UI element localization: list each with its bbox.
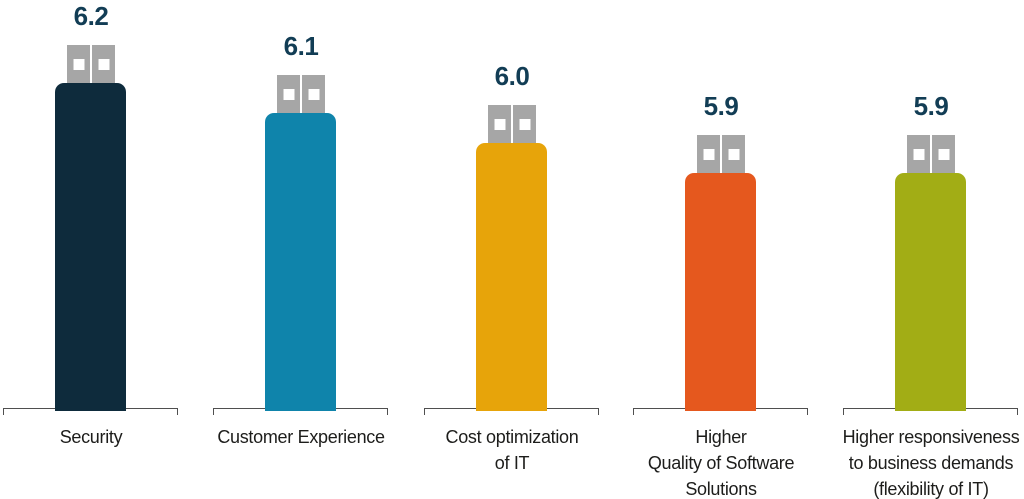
usb-connector-icon — [67, 45, 115, 83]
category-label-line: (flexibility of IT) — [873, 479, 989, 499]
category-label-line: Customer Experience — [217, 427, 385, 447]
category-label: Customer Experience — [198, 424, 404, 450]
category-label-line: Solutions — [685, 479, 757, 499]
usb-pin-icon — [98, 59, 109, 70]
usb-connector-half — [930, 135, 955, 173]
category-label-line: Security — [59, 427, 123, 447]
usb-pin-icon — [283, 89, 294, 100]
usb-pin-icon — [519, 119, 530, 130]
usb-connector-half — [488, 105, 511, 143]
usb-connector-half — [277, 75, 300, 113]
bar-value-label: 6.2 — [73, 1, 109, 31]
bar-column: 6.1 Customer Experience — [198, 0, 404, 499]
usb-connector-half — [67, 45, 90, 83]
bar-value-label: 6.1 — [283, 31, 319, 61]
bar-value-label: 5.9 — [703, 91, 739, 121]
usb-connector-icon — [488, 105, 536, 143]
bar-value-label: 6.0 — [494, 61, 530, 91]
usb-connector-half — [907, 135, 930, 173]
bar-column: 6.2 Security — [0, 0, 194, 499]
usb-connector-half — [300, 75, 325, 113]
category-label-line: Higher responsiveness — [842, 427, 1020, 447]
usb-connector-icon — [697, 135, 745, 173]
category-label: Security — [0, 424, 194, 450]
bar-column: 5.9 Higher responsiveness to business dem… — [828, 0, 1024, 499]
usb-pin-icon — [308, 89, 319, 100]
usb-pin-icon — [938, 149, 949, 160]
category-label: Higher Quality of Software Solutions — [618, 424, 824, 499]
usb-pin-icon — [494, 119, 505, 130]
usb-pin-icon — [728, 149, 739, 160]
bar — [265, 113, 336, 411]
bar — [476, 143, 547, 411]
category-label-line: Quality of Software — [647, 453, 795, 473]
usb-pin-icon — [73, 59, 84, 70]
category-label-line: to business demands — [848, 453, 1014, 473]
category-label: Higher responsiveness to business demands… — [828, 424, 1024, 499]
bar-value-label: 5.9 — [913, 91, 949, 121]
bar — [55, 83, 126, 411]
usb-connector-icon — [277, 75, 325, 113]
category-label: Cost optimization of IT — [409, 424, 615, 476]
category-label-line: of IT — [494, 453, 530, 473]
bar-column: 6.0 Cost optimization of IT — [409, 0, 615, 499]
usb-pin-icon — [703, 149, 714, 160]
usb-connector-half — [720, 135, 745, 173]
bar — [895, 173, 966, 411]
category-label-line: Higher — [695, 427, 747, 447]
category-label-line: Cost optimization — [445, 427, 579, 447]
usb-connector-icon — [907, 135, 955, 173]
bar — [685, 173, 756, 411]
usb-connector-half — [697, 135, 720, 173]
usb-pin-icon — [913, 149, 924, 160]
bar-column: 5.9 Higher Quality of Software Solutions — [618, 0, 824, 499]
usb-connector-half — [90, 45, 115, 83]
usb-connector-half — [511, 105, 536, 143]
